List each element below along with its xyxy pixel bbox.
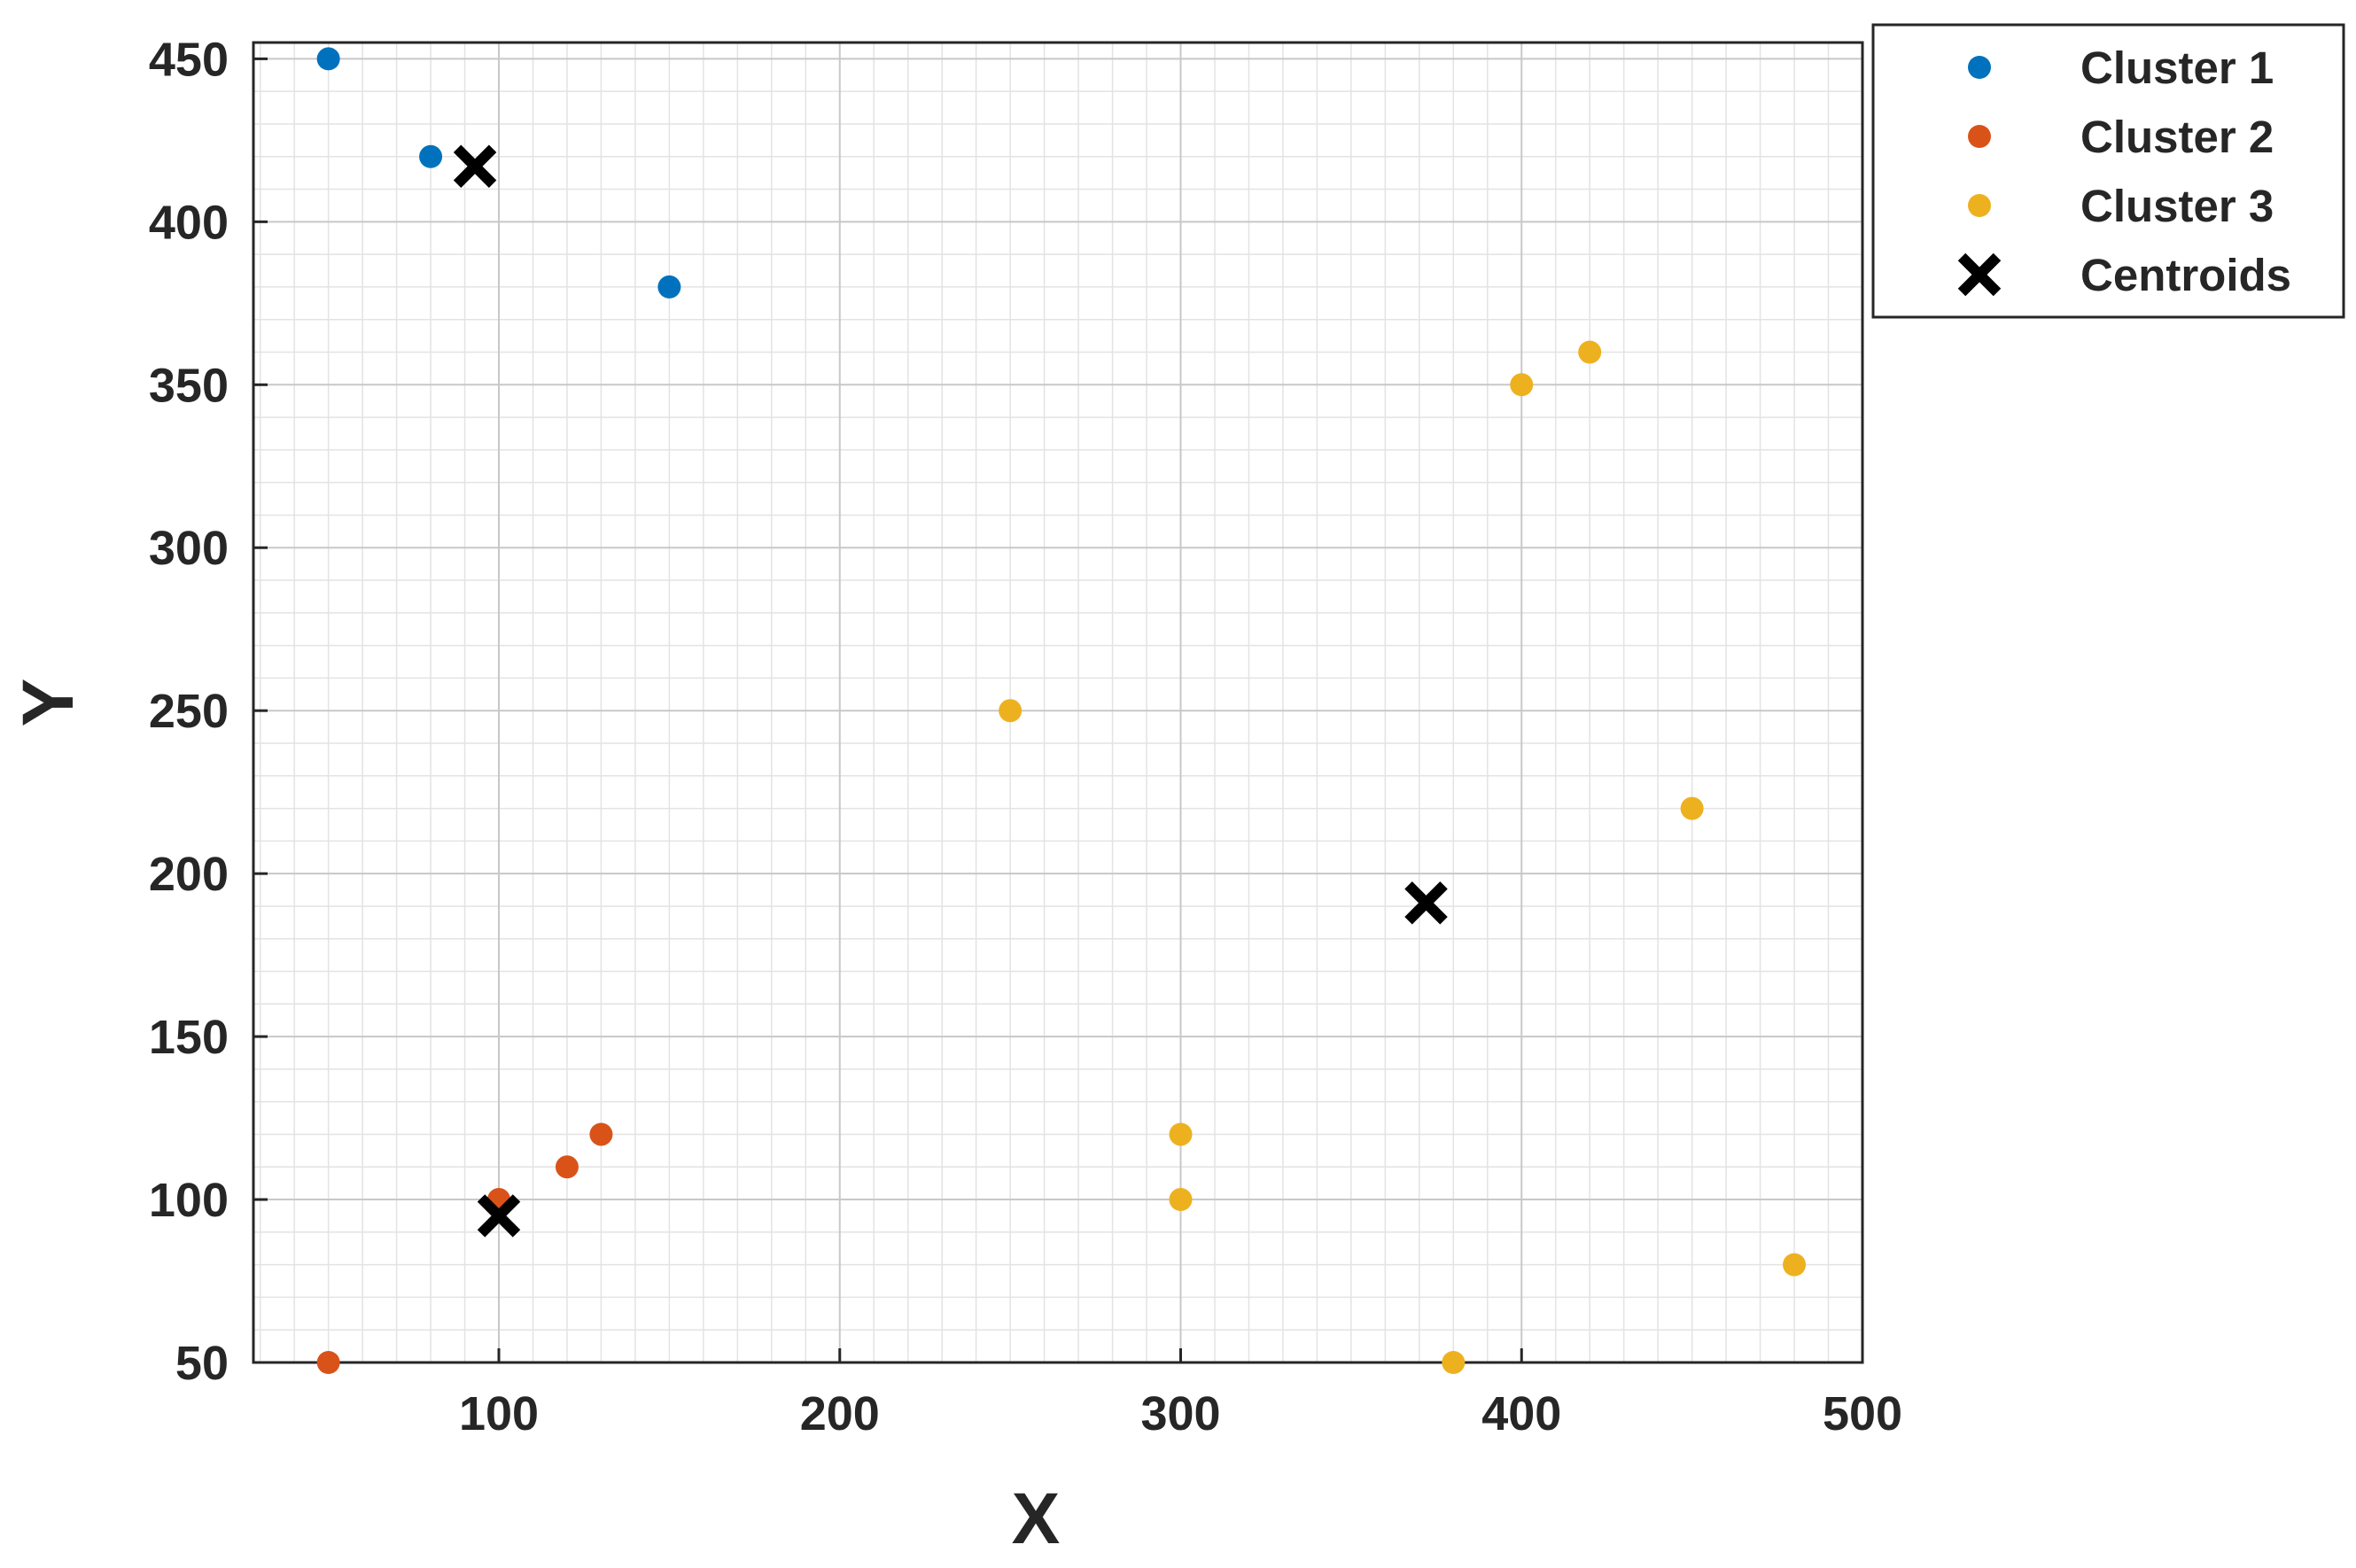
cluster-3-point (1169, 1188, 1193, 1212)
y-tick-label: 250 (149, 685, 229, 738)
y-tick-label: 50 (175, 1337, 229, 1390)
grid (253, 43, 1863, 1363)
cluster-1-point (657, 275, 681, 299)
cluster-2-point (589, 1122, 613, 1146)
cluster-3-point (1169, 1122, 1193, 1146)
x-tick-label: 100 (459, 1387, 539, 1440)
x-tick-label: 200 (800, 1387, 880, 1440)
legend-marker (1968, 56, 1991, 79)
cluster-3-point (1510, 373, 1534, 397)
y-tick-label: 450 (149, 33, 229, 86)
cluster-1-point (419, 144, 443, 168)
centroid-marker (1404, 881, 1448, 925)
plot-area-frame (252, 41, 1864, 1364)
y-tick-label: 300 (149, 522, 229, 575)
legend-marker (1968, 194, 1991, 217)
centroid-stroke (453, 144, 497, 189)
centroid-stroke (477, 1194, 521, 1238)
centroid-stroke (1957, 252, 2002, 297)
cluster-2-point (316, 1351, 340, 1374)
y-tick-label: 150 (149, 1011, 229, 1064)
x-axis-title: X (1012, 1479, 1061, 1559)
cluster-2-point (555, 1155, 579, 1179)
y-tick-label: 100 (149, 1174, 229, 1227)
legend-label: Cluster 3 (2080, 181, 2274, 231)
x-tick-label: 400 (1481, 1387, 1561, 1440)
cluster-3-point (1442, 1351, 1466, 1374)
cluster-1-point (316, 47, 340, 71)
cluster-3-point (1783, 1253, 1807, 1277)
cluster-3-point (999, 699, 1022, 723)
legend-centroid-marker (1957, 252, 2002, 297)
data-marks (316, 47, 1807, 1374)
cluster-3-point (1578, 340, 1602, 364)
x-tick-label: 500 (1823, 1387, 1902, 1440)
y-axis-title: Y (8, 679, 89, 727)
legend-label: Cluster 2 (2080, 112, 2274, 162)
y-tick-label: 400 (149, 196, 229, 249)
centroid-marker (477, 1194, 521, 1238)
axis-ticks: 100 200 300 400 500 50 100 150 200 250 300 350 400 45… (149, 33, 1902, 1440)
y-tick-label: 350 (149, 359, 229, 412)
legend-box (1871, 23, 2345, 319)
y-tick-label: 200 (149, 848, 229, 901)
centroid-marker (453, 144, 497, 189)
legend-marker (1968, 125, 1991, 148)
legend: Cluster 1 Cluster 2 Cluster 3 Centroids (1871, 23, 2345, 319)
legend-label: Cluster 1 (2080, 43, 2274, 93)
x-tick-label: 300 (1140, 1387, 1220, 1440)
legend-label: Centroids (2080, 250, 2291, 300)
cluster-3-point (1680, 796, 1704, 820)
centroid-stroke (1404, 881, 1448, 925)
